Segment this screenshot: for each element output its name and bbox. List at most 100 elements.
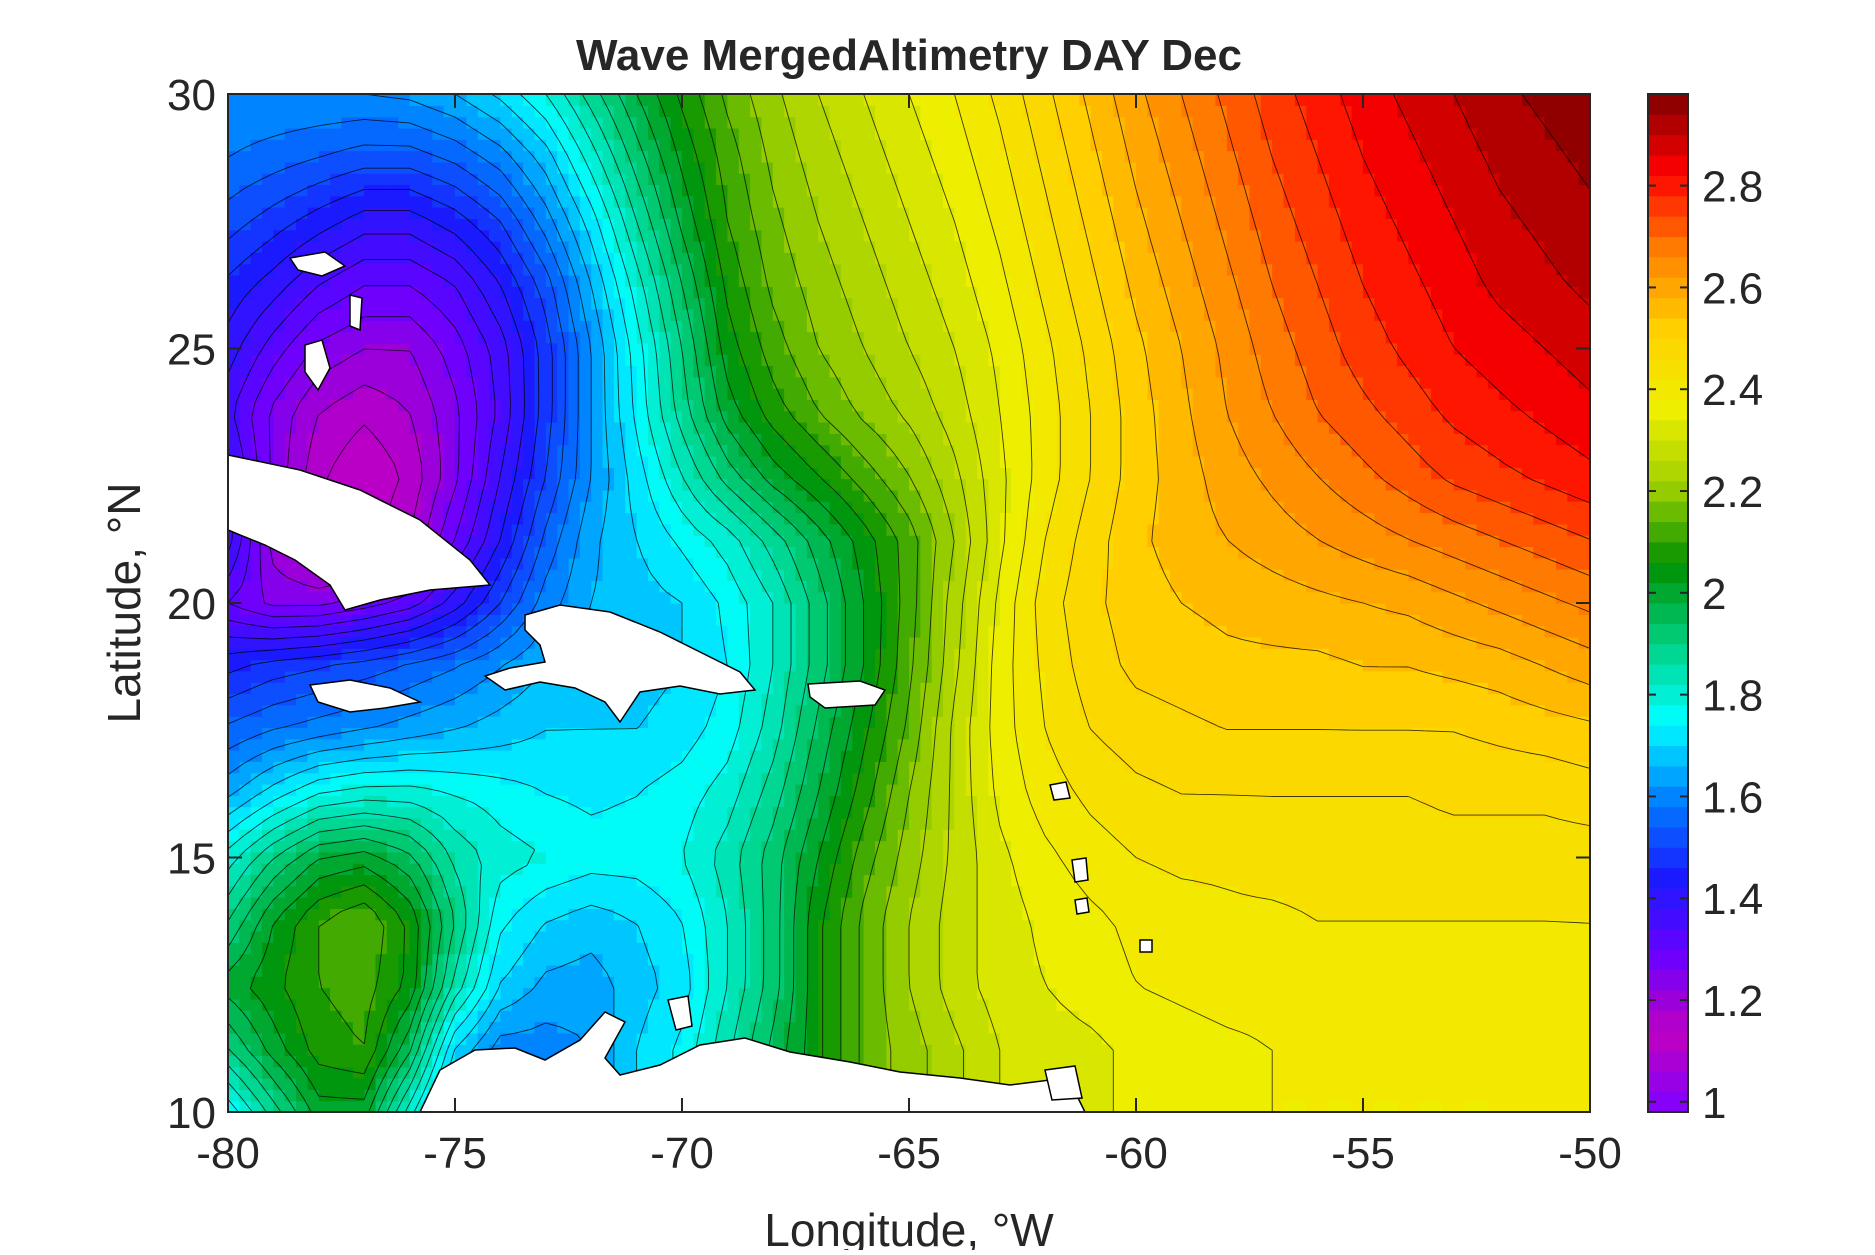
field-cell <box>829 648 842 661</box>
field-cell <box>228 761 240 774</box>
field-cell <box>330 636 343 649</box>
field-cell <box>420 817 433 830</box>
field-cell <box>829 863 842 876</box>
field-cell <box>296 919 309 932</box>
field-cell <box>228 682 240 695</box>
field-cell <box>602 738 615 751</box>
field-cell <box>750 931 763 943</box>
field-cell <box>659 874 672 887</box>
field-cell <box>1272 1055 1285 1068</box>
field-cell <box>1431 1021 1444 1034</box>
field-cell <box>330 942 343 955</box>
field-cell <box>1260 829 1273 842</box>
field-cell <box>750 795 763 808</box>
field-cell <box>284 670 297 683</box>
field-cell <box>1215 829 1228 842</box>
field-cell <box>1181 1021 1194 1034</box>
field-cell <box>1340 851 1353 864</box>
field-cell <box>296 885 309 898</box>
field-cell <box>307 1066 320 1079</box>
field-cell <box>1453 738 1466 751</box>
field-cell <box>818 953 831 966</box>
field-cell <box>477 1010 490 1023</box>
field-cell <box>1453 817 1466 830</box>
field-cell <box>1090 1100 1103 1112</box>
field-cell <box>352 783 365 796</box>
field-cell <box>806 851 819 864</box>
field-cell <box>1419 716 1432 729</box>
field-cell <box>965 750 978 762</box>
field-cell <box>1306 942 1319 955</box>
field-cell <box>954 704 967 717</box>
field-cell <box>625 976 638 989</box>
field-cell <box>330 1089 343 1102</box>
field-cell <box>818 863 831 876</box>
field-cell <box>386 987 399 1000</box>
field-cell <box>874 897 887 909</box>
field-cell <box>1533 1044 1546 1057</box>
field-cell <box>784 829 797 842</box>
field-cell <box>1215 727 1228 740</box>
field-cell <box>806 987 819 1000</box>
field-cell <box>1272 919 1285 932</box>
field-cell <box>591 987 604 1000</box>
field-cell <box>1397 693 1409 706</box>
field-cell <box>1544 727 1557 740</box>
field-cell <box>1113 1055 1126 1068</box>
field-cell <box>931 874 944 887</box>
field-cell <box>874 806 887 819</box>
field-cell <box>1431 851 1444 864</box>
field-cell <box>647 795 660 808</box>
field-cell <box>250 1010 263 1023</box>
field-cell <box>1544 998 1557 1011</box>
field-cell <box>591 964 604 977</box>
field-cell <box>1499 1044 1512 1057</box>
field-cell <box>375 897 388 909</box>
field-cell <box>1260 716 1273 729</box>
field-cell <box>330 772 343 785</box>
field-cell <box>1544 964 1557 977</box>
field-cell <box>1499 750 1512 762</box>
field-cell <box>1260 806 1273 819</box>
field-cell <box>1476 1044 1489 1057</box>
field-cell <box>1351 851 1364 864</box>
field-cell <box>1283 772 1296 785</box>
field-cell <box>977 682 990 695</box>
field-cell <box>318 1044 331 1057</box>
field-cell <box>1260 761 1273 774</box>
field-cell <box>1136 727 1148 740</box>
field-cell <box>1204 704 1217 717</box>
field-cell <box>557 761 570 774</box>
field-cell <box>1011 693 1024 706</box>
field-cell <box>409 761 422 774</box>
field-cell <box>1328 919 1341 932</box>
field-cell <box>273 1032 286 1045</box>
field-cell <box>1192 659 1205 672</box>
field-cell <box>840 942 853 955</box>
field-cell <box>1079 682 1092 695</box>
field-cell <box>750 953 763 966</box>
field-cell <box>1419 919 1432 932</box>
field-cell <box>1136 1089 1148 1102</box>
field-cell <box>1283 795 1296 808</box>
field-cell <box>659 897 672 909</box>
field-cell <box>398 716 411 729</box>
field-cell <box>931 942 944 955</box>
field-cell <box>1510 1100 1523 1112</box>
field-cell <box>1101 919 1114 932</box>
field-cell <box>886 795 899 808</box>
field-cell <box>1453 1089 1466 1102</box>
field-cell <box>250 761 263 774</box>
field-cell <box>704 908 717 921</box>
field-cell <box>545 1010 558 1023</box>
field-cell <box>659 738 672 751</box>
field-cell <box>239 817 252 830</box>
field-cell <box>761 919 774 932</box>
field-cell <box>443 1010 456 1023</box>
field-cell <box>988 761 1001 774</box>
field-cell <box>886 659 899 672</box>
field-cell <box>364 1021 377 1034</box>
field-cell <box>1340 863 1353 876</box>
field-cell <box>1306 1010 1319 1023</box>
field-cell <box>1090 795 1103 808</box>
